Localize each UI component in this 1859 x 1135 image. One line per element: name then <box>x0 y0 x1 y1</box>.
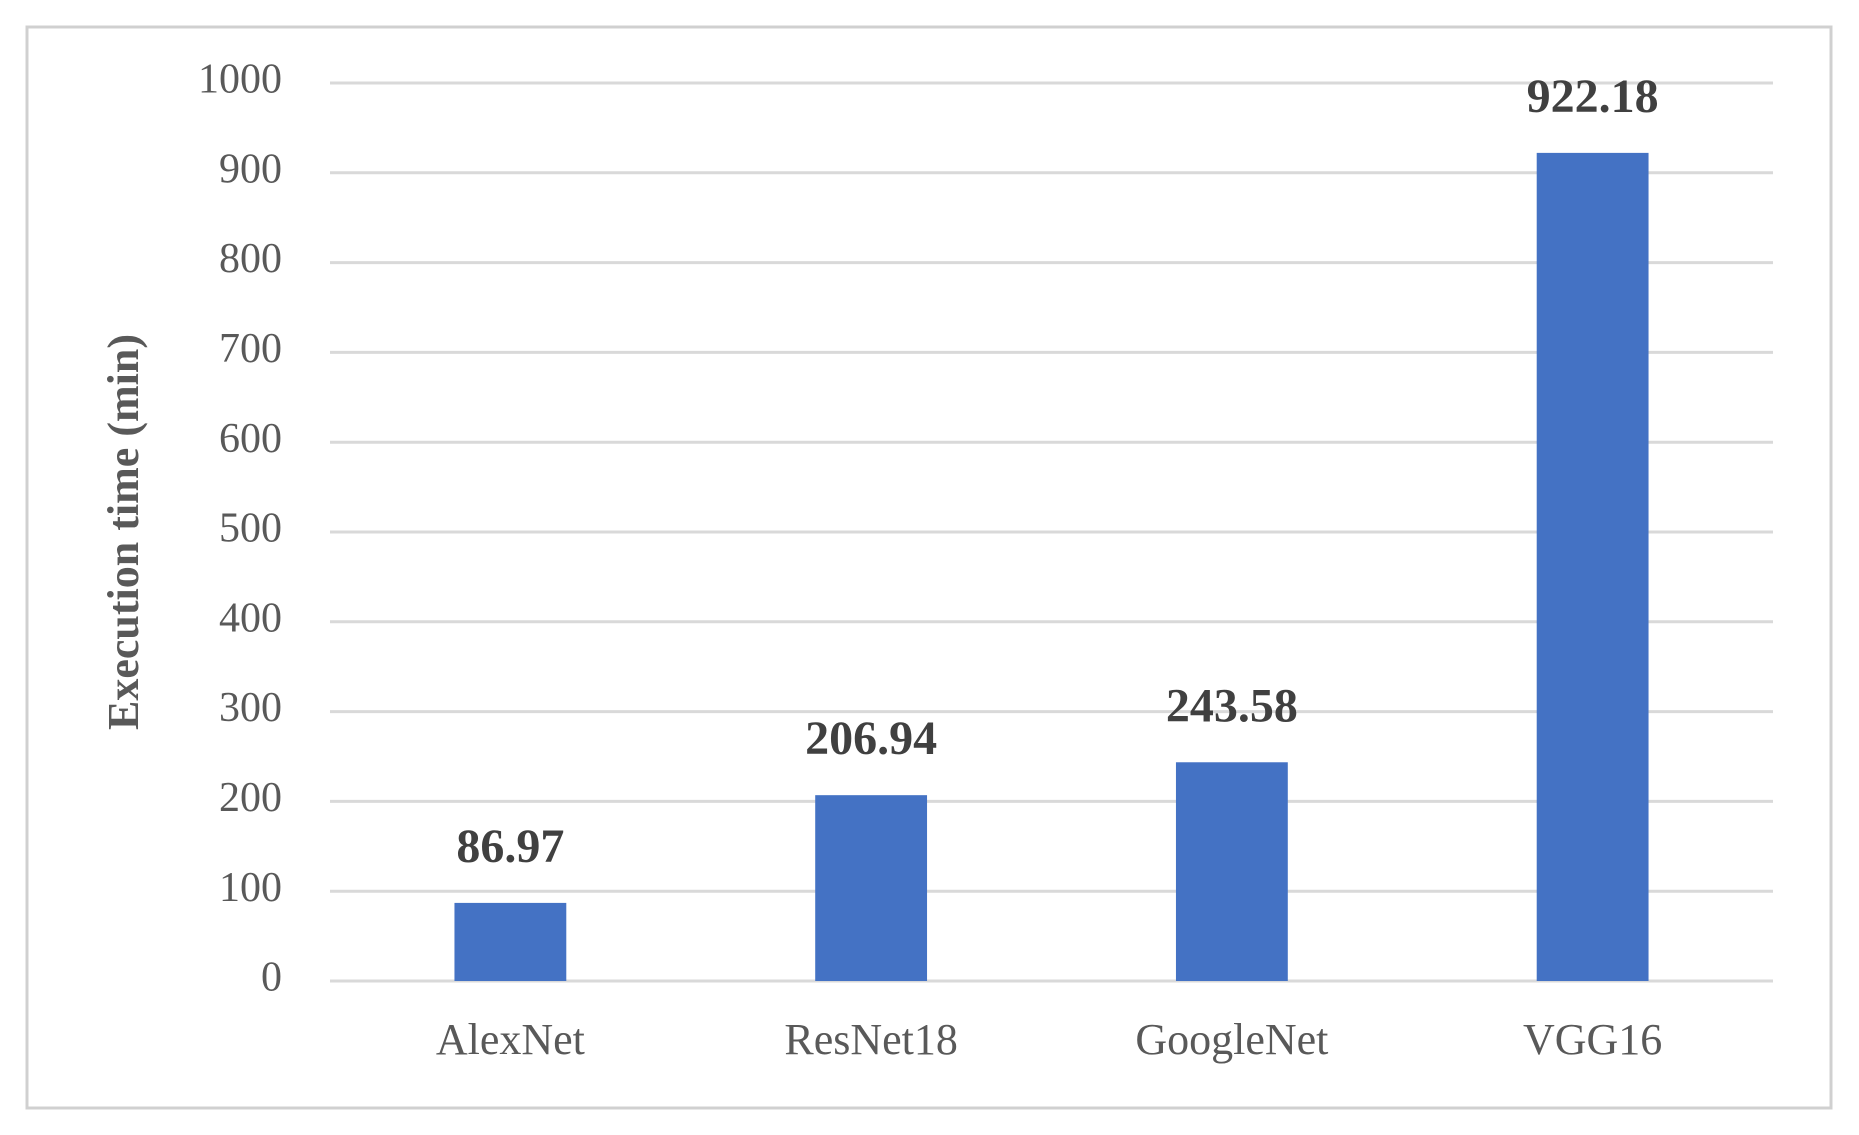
bar <box>1536 152 1649 982</box>
y-tick-label: 400 <box>219 595 282 641</box>
y-tick-label: 600 <box>219 416 282 462</box>
data-label: 922.18 <box>1527 70 1659 123</box>
y-tick-label: 0 <box>261 955 282 1001</box>
y-tick-label: 200 <box>219 775 282 821</box>
data-label: 243.58 <box>1166 679 1298 732</box>
x-tick-label: AlexNet <box>436 1015 585 1064</box>
y-axis-title: Execution time (min) <box>99 334 148 730</box>
x-tick-label: ResNet18 <box>784 1015 958 1064</box>
data-label: 206.94 <box>805 712 937 765</box>
y-tick-label: 900 <box>219 146 282 192</box>
chart-border <box>25 25 1833 1110</box>
bar <box>454 902 567 981</box>
y-tick-label: 300 <box>219 685 282 731</box>
y-tick-label: 800 <box>219 236 282 282</box>
data-label: 86.97 <box>456 820 564 873</box>
bar <box>815 795 928 981</box>
y-tick-label: 1000 <box>198 57 282 103</box>
y-tick-label: 100 <box>219 865 282 911</box>
y-tick-label: 500 <box>219 506 282 552</box>
x-tick-label: VGG16 <box>1523 1015 1662 1064</box>
bar <box>1175 762 1288 981</box>
y-tick-label: 700 <box>219 326 282 372</box>
x-tick-label: GoogleNet <box>1135 1015 1328 1064</box>
